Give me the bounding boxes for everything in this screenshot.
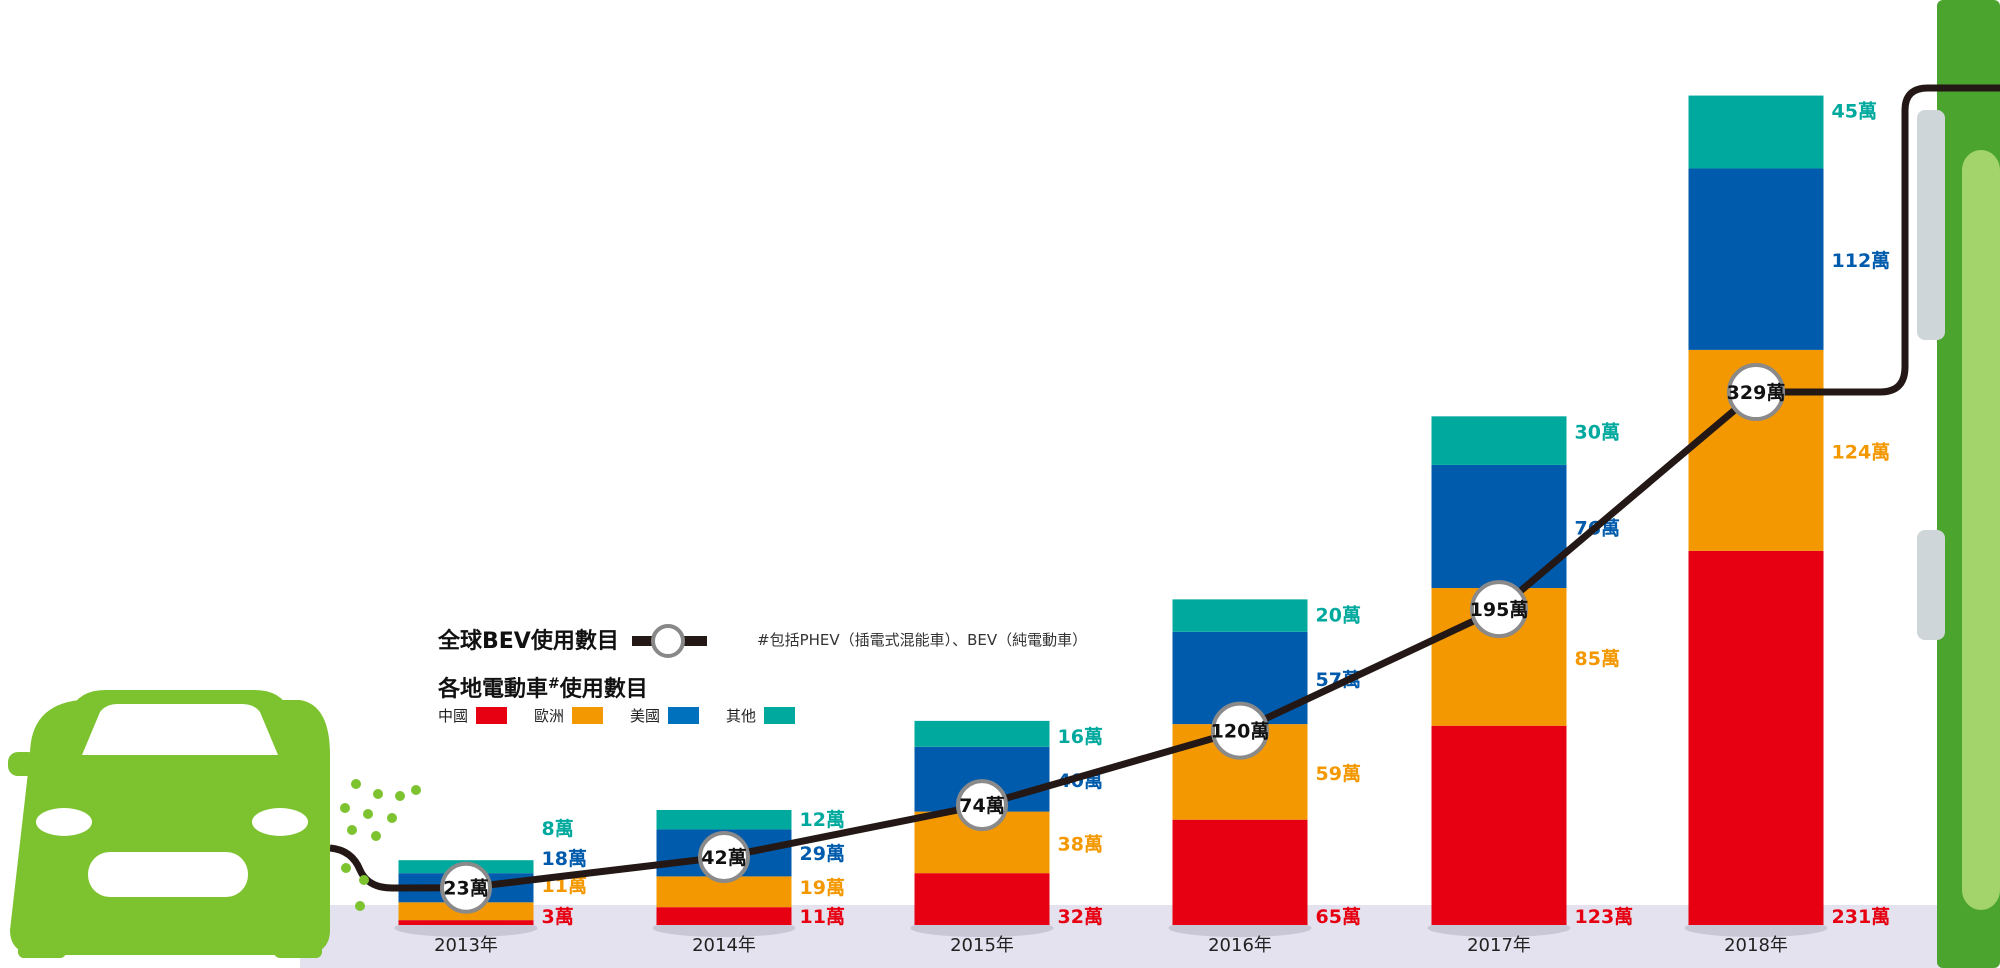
value-label: 19萬 [800,877,845,899]
year-label: 2018年 [1724,935,1788,956]
legend-swatch [476,707,507,724]
value-label: 38萬 [1058,833,1103,855]
bar-usa-6 [1688,168,1824,350]
legend-swatch [764,707,795,724]
value-label: 20萬 [1316,604,1361,626]
legend-item-label: 中國 [438,707,468,725]
legend-item-other: 其他 [726,707,795,725]
bev-point [698,830,750,883]
bev-value-label: 42萬 [701,847,746,869]
bar-china-5 [1431,725,1567,925]
legend-swatch [668,707,699,724]
value-label-layer: 3萬11萬18萬8萬11萬19萬29萬12萬32萬38萬40萬16萬65萬59萬… [542,101,1891,928]
legend-item-label: 歐洲 [534,707,564,725]
bar-other-3 [914,720,1050,747]
bar-other-4 [1172,599,1308,632]
bar-china-3 [914,873,1050,925]
bar-other-2 [656,809,792,830]
bev-legend-marker [632,624,707,658]
bar-other-5 [1431,416,1567,465]
bar-china-1 [398,920,534,925]
legend-item-europe: 歐洲 [534,707,603,725]
bev-legend-title: 全球BEV使用數目 [437,628,619,654]
year-label: 2013年 [434,935,498,956]
ev-footnote: #包括PHEV（插電式混能車）、BEV（純電動車） [757,631,1087,649]
bev-value-label: 23萬 [443,878,488,900]
bar-china-6 [1688,550,1824,925]
legend-swatch [572,707,603,724]
value-label: 16萬 [1058,726,1103,748]
bev-value-label: 329萬 [1727,382,1786,404]
bar-other-6 [1688,95,1824,169]
value-label: 12萬 [800,809,845,831]
value-label: 85萬 [1575,648,1620,670]
bev-line [329,84,2000,892]
bev-point [1470,580,1528,639]
legend-item-china: 中國 [438,707,507,725]
bev-value-label: 74萬 [959,795,1004,817]
car-icon [8,690,421,958]
value-label: 29萬 [800,843,845,865]
bev-value-label: 120萬 [1211,721,1270,743]
bev-point [1727,363,1785,422]
legend-items: 中國 歐洲 美國 其他 [438,707,795,725]
bev-point [1211,701,1269,760]
value-label: 30萬 [1575,421,1620,443]
bar-china-4 [1172,819,1308,925]
value-label: 18萬 [542,848,587,870]
legend: 全球BEV使用數目 #包括PHEV（插電式混能車）、BEV（純電動車） 各地電動… [437,624,1087,725]
ground-strip [300,905,1950,968]
value-label: 112萬 [1832,250,1891,272]
ev-legend-title: 各地電動車#使用數目 [437,676,648,702]
year-label-layer: 2013年 2014年 2015年 2016年 2017年 2018年 [434,935,1788,956]
value-label: 3萬 [542,906,574,928]
bar-layer [394,95,1828,937]
value-label: 124萬 [1832,441,1891,463]
legend-item-usa: 美國 [630,707,699,725]
year-label: 2014年 [692,935,756,956]
bev-point [956,779,1008,832]
charger-icon [1917,0,2000,968]
bev-value-label: 195萬 [1470,599,1529,621]
value-label: 65萬 [1316,906,1361,928]
value-label: 11萬 [800,906,845,928]
value-label: 57萬 [1316,669,1361,691]
value-label: 32萬 [1058,906,1103,928]
value-label: 231萬 [1832,906,1891,928]
value-label: 8萬 [542,818,574,840]
value-label: 45萬 [1832,101,1877,123]
bev-line-layer: 23萬 42萬 74萬 120萬 195萬 329萬 [329,84,2000,914]
bar-china-2 [656,907,792,925]
legend-item-label: 其他 [726,707,756,725]
value-label: 123萬 [1575,906,1634,928]
bev-point [440,861,492,914]
legend-item-label: 美國 [630,707,660,725]
year-label: 2016年 [1208,935,1272,956]
year-label: 2017年 [1467,935,1531,956]
value-label: 59萬 [1316,763,1361,785]
year-label: 2015年 [950,935,1014,956]
